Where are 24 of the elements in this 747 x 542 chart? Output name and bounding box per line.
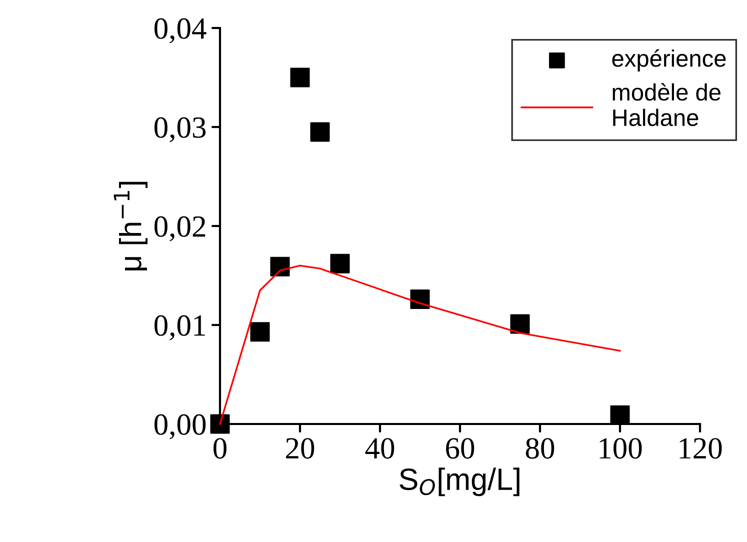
point [510,314,530,334]
point [330,254,350,274]
x-tick-label: 100 [600,438,642,459]
legend-label: modèle de Haldane [612,83,720,126]
point [270,256,290,276]
x-tick-label: 80 [526,438,554,459]
y-tick-label: 0,03 [154,117,206,142]
x-tick-label: 20 [286,438,314,459]
y-tick-label: 0,02 [154,216,206,242]
point [310,122,330,142]
y-tick-label: 0,00 [154,414,206,440]
x-axis-title: S$_{O}$[mg/L] [400,468,520,496]
y-axis-title: μ [h$^{−1}$] [114,182,148,270]
x-tick-label: 120 [680,438,722,459]
point [610,405,630,425]
point [210,414,230,434]
x-tick-label: 40 [365,438,394,459]
point [250,322,270,342]
x-tick-label: 0 [214,438,226,459]
x-tick-label: 60 [446,438,474,459]
point [290,68,310,88]
legend-label: expérience [612,49,726,72]
y-tick-label: 0,04 [154,18,206,44]
y-tick-label: 0,01 [154,315,205,340]
